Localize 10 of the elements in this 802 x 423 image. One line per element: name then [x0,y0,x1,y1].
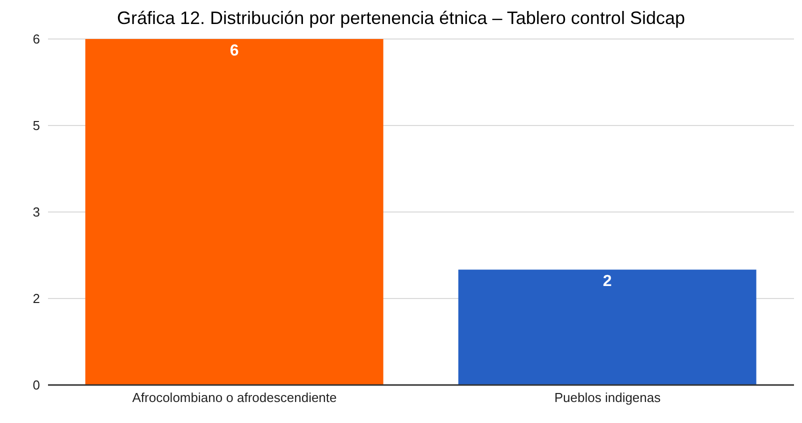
y-tick-label: 3 [32,204,40,220]
y-tick-label: 6 [32,32,40,47]
x-tick-label: Afrocolombiano o afrodescendiente [132,390,337,406]
y-tick-label: 5 [32,118,40,134]
y-tick-label: 2 [32,291,40,306]
chart-title: Gráfica 12. Distribución por pertenencia étnica – Tablero control Sidcap [116,8,686,29]
data-label: 2 [602,273,612,290]
x-tick-label: Pueblos indigenas [554,390,662,406]
y-tick-label: 0 [32,378,40,393]
data-label: 6 [230,42,239,60]
